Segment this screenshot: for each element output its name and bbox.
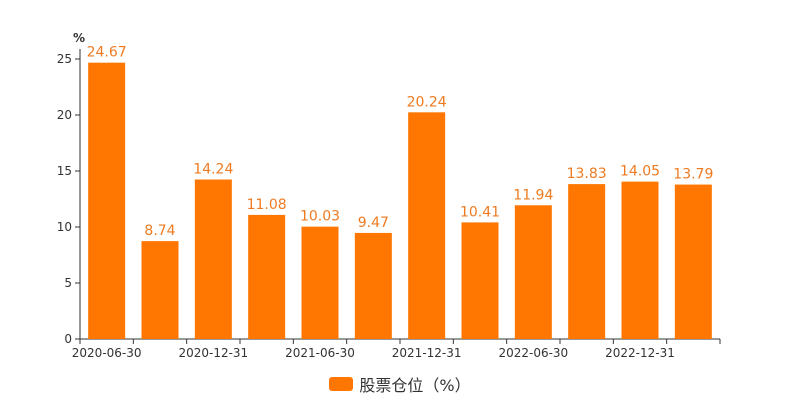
bar[interactable]: [514, 205, 552, 339]
x-tick-label: 2020-06-30: [72, 346, 142, 360]
bar-value-label: 11.08: [247, 197, 287, 213]
legend-label: 股票仓位（%）: [359, 376, 471, 395]
bar[interactable]: [141, 241, 179, 339]
bar[interactable]: [88, 62, 126, 340]
bar-value-label: 24.67: [87, 45, 127, 61]
bar[interactable]: [301, 226, 339, 339]
bar[interactable]: [408, 112, 446, 339]
y-tick-label: 25: [57, 52, 72, 66]
x-tick-label: 2021-06-30: [285, 346, 355, 360]
bar[interactable]: [621, 181, 659, 339]
y-unit-label: %: [73, 31, 85, 45]
bar-value-label: 10.41: [460, 204, 500, 220]
bar-value-label: 14.24: [193, 162, 233, 178]
y-tick-label: 15: [57, 164, 72, 178]
x-tick-label: 2022-12-31: [605, 346, 675, 360]
y-tick-label: 10: [57, 220, 72, 234]
y-tick-label: 5: [64, 276, 72, 290]
bar-value-label: 20.24: [407, 94, 447, 110]
y-tick-label: 0: [64, 332, 72, 346]
bar-value-label: 13.83: [567, 166, 607, 182]
legend-swatch: [329, 377, 354, 391]
x-tick-label: 2022-06-30: [498, 346, 568, 360]
bar[interactable]: [194, 179, 232, 339]
x-tick-label: 2020-12-31: [178, 346, 248, 360]
y-axis: 0 5 10 15 20 25: [57, 49, 81, 346]
bar-value-label: 8.74: [144, 223, 175, 239]
bar-value-label: 10.03: [300, 209, 340, 225]
bar[interactable]: [674, 184, 712, 339]
bar-value-label: 11.94: [513, 187, 553, 203]
x-tick-label: 2021-12-31: [392, 346, 462, 360]
x-axis: 2020-06-30 2020-12-31 2021-06-30 2021-12-31…: [72, 338, 721, 360]
bar[interactable]: [354, 232, 392, 339]
bar[interactable]: [568, 184, 606, 339]
bar[interactable]: [248, 214, 286, 339]
bar-value-label: 14.05: [620, 164, 660, 180]
bar[interactable]: [461, 222, 499, 339]
data-labels: 24.67 8.74 14.24 11.08 10.03 9.47 20.24 10.41 11…: [87, 45, 714, 239]
bar-value-label: 9.47: [358, 215, 389, 231]
y-tick-label: 20: [57, 108, 72, 122]
legend[interactable]: 股票仓位（%）: [0, 372, 800, 396]
bar-value-label: 13.79: [673, 167, 713, 183]
bars: [88, 62, 712, 340]
